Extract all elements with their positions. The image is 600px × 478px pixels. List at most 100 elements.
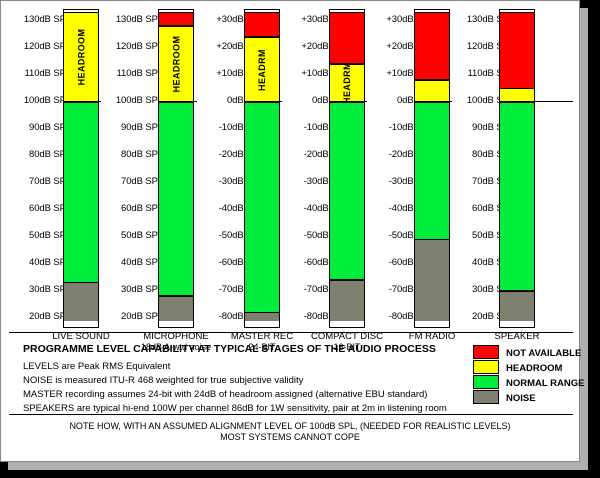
scale-label: -30dB AL xyxy=(303,176,342,187)
scale-label: -40dB AL xyxy=(303,203,342,214)
scale-label: +20dB AL xyxy=(216,41,257,52)
scale-label: 20dB SPL xyxy=(29,311,71,322)
scale-label: 30dB SPL xyxy=(29,284,71,295)
column-title: FM RADIO xyxy=(408,331,456,342)
bar-segment xyxy=(500,102,534,291)
segment-divider xyxy=(415,79,449,81)
legend-label: NOT AVAILABLE xyxy=(506,348,582,359)
bar-segment xyxy=(245,12,279,38)
bar-segment xyxy=(64,102,98,283)
scale-label: -70dB AL xyxy=(218,284,257,295)
bar-segment xyxy=(415,12,449,81)
scale-label: +10dB AL xyxy=(386,68,427,79)
bar-segment: HEADRM xyxy=(330,62,364,105)
alignment-level-line-extension xyxy=(280,101,282,102)
scale-label: -20dB AL xyxy=(303,149,342,160)
alignment-level-line-extension xyxy=(450,101,452,102)
scale-label: +30dB AL xyxy=(216,14,257,25)
scale-label: 0dB AL xyxy=(311,95,342,106)
legend-swatch xyxy=(473,360,499,374)
scale-label: 50dB SPL xyxy=(29,230,71,241)
alignment-level-line-extension xyxy=(365,101,367,102)
scale-label: -20dB AL xyxy=(218,149,257,160)
scale-label: +30dB AL xyxy=(301,14,342,25)
scale-label: 40dB SPL xyxy=(29,257,71,268)
scale-label: 90dB SPL xyxy=(472,122,514,133)
segment-divider xyxy=(159,295,193,297)
segment-divider xyxy=(245,311,279,314)
scale-label: 130dB SPL xyxy=(115,14,163,25)
headroom-label: HEADRM xyxy=(257,48,267,91)
level-bar: HEADROOM xyxy=(158,9,194,328)
segment-divider xyxy=(500,101,534,103)
page-shadow-bottom xyxy=(8,462,588,470)
scale-label: -10dB AL xyxy=(218,122,257,133)
alignment-level-line-extension xyxy=(99,101,101,102)
scale-label: 80dB SPL xyxy=(472,149,514,160)
alignment-level-line-extension xyxy=(535,101,573,102)
scale-label: -80dB AL xyxy=(303,311,342,322)
scale-label: -40dB AL xyxy=(388,203,427,214)
legend-label: NORMAL RANGE xyxy=(506,378,585,389)
scale-label: 20dB SPL xyxy=(472,311,514,322)
segment-divider xyxy=(330,101,364,103)
scale-label: 130dB SPL xyxy=(23,14,71,25)
scale-label: -30dB AL xyxy=(218,176,257,187)
scale-label: 110dB SPL xyxy=(24,68,72,79)
bar-segment: HEADRM xyxy=(245,37,279,102)
segment-divider xyxy=(159,101,193,103)
scale-label: 30dB SPL xyxy=(121,284,163,295)
scale-label: 110dB SPL xyxy=(116,68,164,79)
headroom-label: HEADROOM xyxy=(171,35,182,93)
scale-label: -10dB AL xyxy=(388,122,427,133)
column-title: MASTER REC xyxy=(230,331,294,342)
scale-label: 40dB SPL xyxy=(472,257,514,268)
headroom-label-wrap: HEADROOM xyxy=(159,26,193,102)
scale-label: 90dB SPL xyxy=(121,122,163,133)
scale-label: 30dB SPL xyxy=(472,284,514,295)
bar-segment xyxy=(330,12,364,65)
segment-divider xyxy=(330,279,364,281)
level-bar xyxy=(499,9,535,328)
scale-label: 90dB SPL xyxy=(29,122,71,133)
segment-divider xyxy=(330,63,364,65)
bar-segment xyxy=(330,102,364,281)
legend-label: NOISE xyxy=(506,393,536,404)
scale-label: 80dB SPL xyxy=(29,149,71,160)
scale-label: -60dB AL xyxy=(388,257,427,268)
bar-segment: HEADROOM xyxy=(64,12,98,102)
bar-segment xyxy=(159,296,193,321)
scale-label: 50dB SPL xyxy=(472,230,514,241)
scale-label: 70dB SPL xyxy=(472,176,514,187)
bar-segment xyxy=(415,239,449,321)
segment-divider xyxy=(415,101,449,103)
divider-bottom xyxy=(9,414,573,415)
headroom-label: HEADROOM xyxy=(76,29,87,86)
scale-label: 130dB SPL xyxy=(466,14,514,25)
scale-label: -30dB AL xyxy=(388,176,427,187)
segment-divider xyxy=(64,101,98,103)
bar-segment xyxy=(159,12,193,27)
scale-label: 100dB SPL xyxy=(23,95,71,106)
bar-segment xyxy=(500,12,534,89)
chart-headline: PROGRAMME LEVEL CAPABILITY AT TYPICAL ST… xyxy=(23,343,436,355)
scale-label: -60dB AL xyxy=(303,257,342,268)
scale-label: 100dB SPL xyxy=(466,95,514,106)
scale-label: +20dB AL xyxy=(301,41,342,52)
scale-label: +20dB AL xyxy=(386,41,427,52)
scale-label: 120dB SPL xyxy=(23,41,71,52)
scale-label: 60dB SPL xyxy=(472,203,514,214)
scale-label: 110dB SPL xyxy=(467,68,515,79)
scale-label: -50dB AL xyxy=(388,230,427,241)
note-line: NOISE is measured ITU-R 468 weighted for… xyxy=(23,375,304,386)
scale-label: -70dB AL xyxy=(388,284,427,295)
scale-label: 80dB SPL xyxy=(121,149,163,160)
segment-divider xyxy=(159,11,193,14)
headroom-label: HEADRM xyxy=(342,62,352,105)
scale-label: 70dB SPL xyxy=(121,176,163,187)
column-subtitle: 24-BIT xyxy=(248,342,276,352)
segment-divider xyxy=(245,36,279,38)
note-line: LEVELS are Peak RMS Equivalent xyxy=(23,361,171,372)
scale-label: 70dB SPL xyxy=(29,176,71,187)
scale-label: 100dB SPL xyxy=(115,95,163,106)
